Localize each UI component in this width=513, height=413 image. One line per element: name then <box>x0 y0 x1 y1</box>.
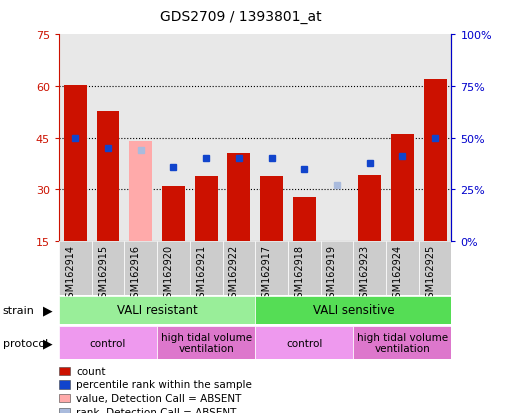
Bar <box>92 242 125 295</box>
Bar <box>124 242 157 295</box>
Text: GSM162914: GSM162914 <box>65 244 75 303</box>
Bar <box>96 112 120 242</box>
Bar <box>157 35 190 242</box>
Bar <box>92 35 124 242</box>
Text: GSM162925: GSM162925 <box>425 244 435 304</box>
Bar <box>223 35 255 242</box>
Text: ▶: ▶ <box>43 336 52 349</box>
Text: GSM162921: GSM162921 <box>196 244 206 303</box>
Bar <box>353 326 451 359</box>
Bar <box>386 35 419 242</box>
Bar <box>419 35 451 242</box>
Bar <box>419 242 451 295</box>
Text: rank, Detection Call = ABSENT: rank, Detection Call = ABSENT <box>76 407 236 413</box>
Text: GSM162922: GSM162922 <box>229 244 239 304</box>
Bar <box>288 242 321 295</box>
Text: GDS2709 / 1393801_at: GDS2709 / 1393801_at <box>160 10 322 24</box>
Bar <box>59 35 92 242</box>
Text: control: control <box>286 338 323 348</box>
Text: strain: strain <box>3 305 34 315</box>
Text: GSM162916: GSM162916 <box>131 244 141 303</box>
Bar <box>260 176 283 242</box>
Text: GSM162918: GSM162918 <box>294 244 304 303</box>
Text: GSM162917: GSM162917 <box>262 244 271 303</box>
Text: control: control <box>90 338 126 348</box>
Bar <box>223 242 255 295</box>
Bar <box>386 242 419 295</box>
Bar <box>321 35 353 242</box>
Text: VALI sensitive: VALI sensitive <box>312 304 394 317</box>
Text: protocol: protocol <box>3 338 48 348</box>
Text: value, Detection Call = ABSENT: value, Detection Call = ABSENT <box>76 393 241 403</box>
Bar <box>59 326 157 359</box>
Bar <box>255 242 288 295</box>
Text: VALI resistant: VALI resistant <box>117 304 198 317</box>
Bar <box>353 242 386 295</box>
Text: percentile rank within the sample: percentile rank within the sample <box>76 380 252 389</box>
Text: GSM162919: GSM162919 <box>327 244 337 303</box>
Bar <box>227 154 250 242</box>
Bar <box>255 296 451 324</box>
Bar <box>162 187 185 242</box>
Bar <box>129 142 152 242</box>
Bar <box>255 35 288 242</box>
Text: GSM162923: GSM162923 <box>360 244 370 303</box>
Bar <box>321 242 353 295</box>
Text: GSM162915: GSM162915 <box>98 244 108 303</box>
Bar <box>157 242 190 295</box>
Bar <box>59 296 255 324</box>
Bar <box>326 241 348 242</box>
Bar <box>293 197 315 242</box>
Bar <box>255 326 353 359</box>
Bar <box>288 35 321 242</box>
Text: GSM162920: GSM162920 <box>164 244 173 303</box>
Bar <box>64 86 87 242</box>
Bar <box>358 176 381 242</box>
Bar <box>424 80 446 242</box>
Bar <box>195 176 218 242</box>
Text: high tidal volume
ventilation: high tidal volume ventilation <box>161 332 252 354</box>
Bar <box>190 35 223 242</box>
Bar <box>124 35 157 242</box>
Text: ▶: ▶ <box>43 304 52 317</box>
Text: GSM162924: GSM162924 <box>392 244 402 303</box>
Text: count: count <box>76 366 106 376</box>
Bar <box>157 326 255 359</box>
Bar <box>59 242 92 295</box>
Text: high tidal volume
ventilation: high tidal volume ventilation <box>357 332 448 354</box>
Bar <box>190 242 223 295</box>
Bar <box>353 35 386 242</box>
Bar <box>391 135 414 242</box>
